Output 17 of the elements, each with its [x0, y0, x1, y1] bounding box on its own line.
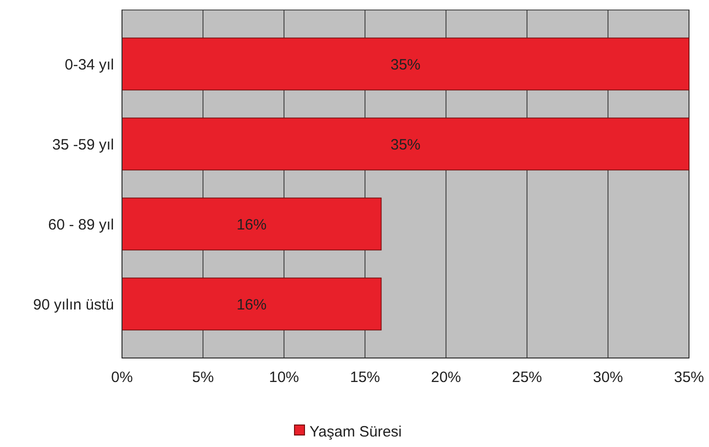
legend-label: Yaşam Süresi — [310, 423, 402, 440]
x-tick-label: 15% — [350, 369, 380, 386]
data-label: 16% — [236, 296, 267, 314]
data-label: 35% — [390, 56, 421, 74]
x-tick-label: 0% — [111, 369, 133, 386]
x-tick-label: 35% — [674, 369, 704, 386]
x-tick-label: 5% — [192, 369, 214, 386]
y-tick-label: 0-34 yıl — [64, 56, 114, 74]
y-tick-label: 35 -59 yıl — [52, 136, 114, 154]
x-tick-label: 20% — [430, 369, 462, 386]
x-tick-label: 30% — [592, 369, 624, 386]
y-tick-label: 90 yılın üstü — [33, 296, 114, 314]
x-tick-label: 25% — [512, 369, 542, 386]
y-tick-label: 60 - 89 yıl — [48, 216, 114, 234]
data-label: 16% — [236, 216, 267, 234]
x-tick-label: 10% — [268, 369, 300, 386]
data-label: 35% — [390, 136, 421, 154]
